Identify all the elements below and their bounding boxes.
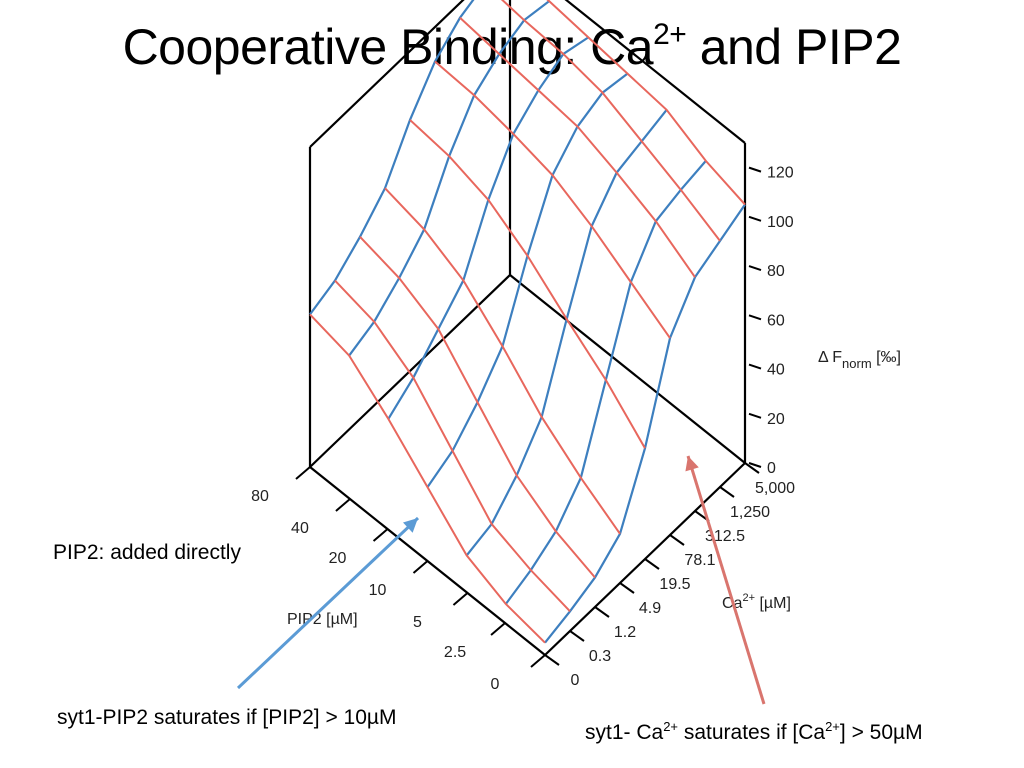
z-tick-label: 120: [767, 165, 794, 182]
z-tick-mark: [748, 265, 762, 272]
surface-line-pip2-0: [544, 203, 746, 644]
pip2-tick-label: 5: [413, 614, 422, 631]
surface-line-ca-78.1: [434, 60, 671, 339]
surface-line-pip2-40: [348, 0, 550, 357]
z-tick-label: 0: [767, 460, 776, 477]
ca-tick-label: 4.9: [639, 600, 661, 617]
z-tick-label: 40: [767, 362, 785, 379]
ca-tick-mark: [644, 558, 660, 570]
pip2-tick-label: 10: [369, 582, 387, 599]
surface-line-ca-1250: [500, 0, 721, 242]
z-tick-mark: [748, 215, 762, 222]
surface-mesh: [309, 0, 746, 644]
pip2-tick-mark: [372, 528, 389, 542]
ca-tick-mark: [544, 654, 560, 666]
ca-tick-mark: [569, 630, 585, 642]
syt1-ca-note-part: saturates if [Ca: [678, 721, 826, 744]
pip2-tick-label: 40: [291, 520, 309, 537]
title-superscript: 2+: [653, 18, 687, 51]
pip2-tick-mark: [412, 560, 429, 574]
surface-line-ca-1.2: [359, 236, 596, 579]
surface-line-ca-4.9: [384, 187, 621, 535]
frame-edge: [509, 274, 746, 464]
pip2-axis-label: PIP2 [µM]: [287, 611, 358, 628]
syt1-ca-note-sup: 2+: [663, 719, 679, 734]
pip2-tick-mark: [295, 466, 311, 480]
ca-tick-label: 0.3: [589, 648, 611, 665]
pip2-tick-label: 80: [251, 488, 269, 505]
ca-arrow-head: [685, 456, 699, 472]
pip2-tick-label: 2.5: [444, 644, 466, 661]
z-axis-label: Δ Fnorm [‰]: [818, 349, 901, 371]
pip2-arrow-head: [403, 518, 418, 533]
ca-tick-label: 1.2: [614, 624, 636, 641]
frame-edge: [564, 0, 746, 144]
ca-tick-label: 19.5: [659, 576, 690, 593]
z-tick-mark: [748, 462, 762, 468]
surface-line-pip2-80: [309, 0, 475, 316]
ca-tick-mark: [719, 486, 735, 498]
ca-arrow-shaft: [686, 455, 766, 705]
frame-edge: [309, 0, 465, 148]
syt1-ca-note-part: syt1- Ca: [585, 721, 664, 744]
z-tick-label: 20: [767, 411, 785, 428]
z-tick-mark: [748, 166, 762, 173]
title-text-tail: and PIP2: [686, 19, 902, 75]
pip2-tick-mark: [530, 654, 546, 668]
z-tick-mark: [748, 314, 762, 321]
pip2-tick-mark: [490, 622, 506, 636]
z-tick-label: 60: [767, 312, 785, 329]
surface-line-ca-0: [309, 313, 546, 644]
surface-line-ca-5000: [546, 0, 746, 206]
title-text: Cooperative Binding: Ca: [122, 19, 654, 75]
ca-tick-label: 1,250: [730, 504, 770, 521]
pip2-tick-label: 20: [329, 550, 347, 567]
annotation-arrows: [236, 455, 766, 705]
syt1-pip2-note: syt1-PIP2 saturates if [PIP2] > 10µM: [57, 706, 397, 729]
ca-tick-label: 0: [571, 672, 580, 689]
ca-tick-mark: [594, 606, 610, 618]
z-tick-label: 80: [767, 263, 785, 280]
syt1-ca-note-part: ] > 50µM: [839, 721, 923, 744]
ca-tick-mark: [619, 582, 635, 594]
pip2-tick-mark: [452, 592, 469, 606]
frame-edge: [309, 274, 511, 468]
slide-title: Cooperative Binding: Ca2+ and PIP2: [0, 18, 1024, 76]
pip2-note: PIP2: added directly: [53, 541, 241, 564]
ca-tick-label: 5,000: [755, 480, 795, 497]
pip2-tick-mark: [335, 498, 351, 512]
z-tick-mark: [748, 412, 762, 419]
pip2-tick-label: 0: [491, 676, 500, 693]
z-tick-mark: [748, 363, 762, 370]
syt1-ca-note: syt1- Ca2+ saturates if [Ca2+] > 50µM: [585, 719, 923, 745]
surface-line-ca-19.5: [409, 119, 646, 449]
pip2-arrow-shaft: [236, 516, 420, 690]
ca-tick-mark: [669, 534, 685, 546]
axis-labels: Δ Fnorm [‰] PIP2 [µM] Ca2+ [µM]: [287, 349, 901, 628]
surface-line-ca-0.3: [334, 279, 571, 612]
syt1-ca-note-sup: 2+: [825, 719, 840, 734]
ca-axis-label: Ca2+ [µM]: [722, 592, 791, 612]
ca-tick-label: 78.1: [684, 552, 715, 569]
ca-tick-mark: [744, 462, 760, 474]
surface-line-ca-312.5: [459, 17, 696, 278]
z-tick-label: 100: [767, 214, 794, 231]
